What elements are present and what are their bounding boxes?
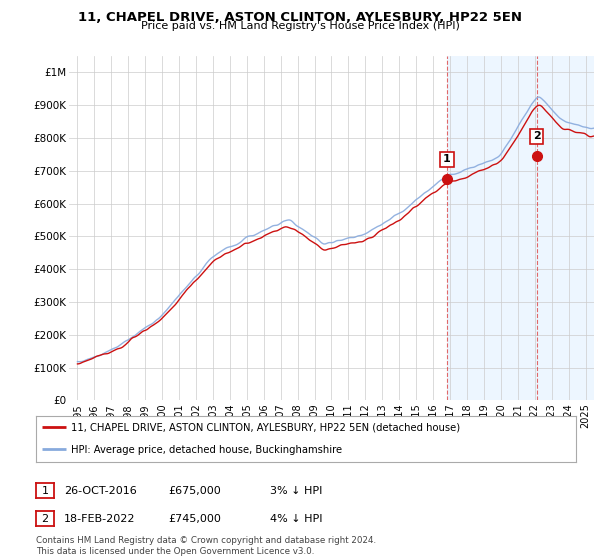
Text: 18-FEB-2022: 18-FEB-2022 [64,514,136,524]
Text: 11, CHAPEL DRIVE, ASTON CLINTON, AYLESBURY, HP22 5EN: 11, CHAPEL DRIVE, ASTON CLINTON, AYLESBU… [78,11,522,24]
Text: 2: 2 [533,132,541,141]
Bar [447,56,594,400]
Text: £675,000: £675,000 [168,486,221,496]
Text: 1: 1 [443,155,451,164]
Text: 26-OCT-2016: 26-OCT-2016 [64,486,137,496]
Text: Contains HM Land Registry data © Crown copyright and database right 2024.
This d: Contains HM Land Registry data © Crown c… [36,536,376,556]
Text: £745,000: £745,000 [168,514,221,524]
Text: 1: 1 [41,486,49,496]
Text: 4% ↓ HPI: 4% ↓ HPI [270,514,323,524]
Text: 2: 2 [41,514,49,524]
Text: Price paid vs. HM Land Registry's House Price Index (HPI): Price paid vs. HM Land Registry's House … [140,21,460,31]
Text: 11, CHAPEL DRIVE, ASTON CLINTON, AYLESBURY, HP22 5EN (detached house): 11, CHAPEL DRIVE, ASTON CLINTON, AYLESBU… [71,423,460,432]
Text: 3% ↓ HPI: 3% ↓ HPI [270,486,322,496]
Text: HPI: Average price, detached house, Buckinghamshire: HPI: Average price, detached house, Buck… [71,445,342,455]
